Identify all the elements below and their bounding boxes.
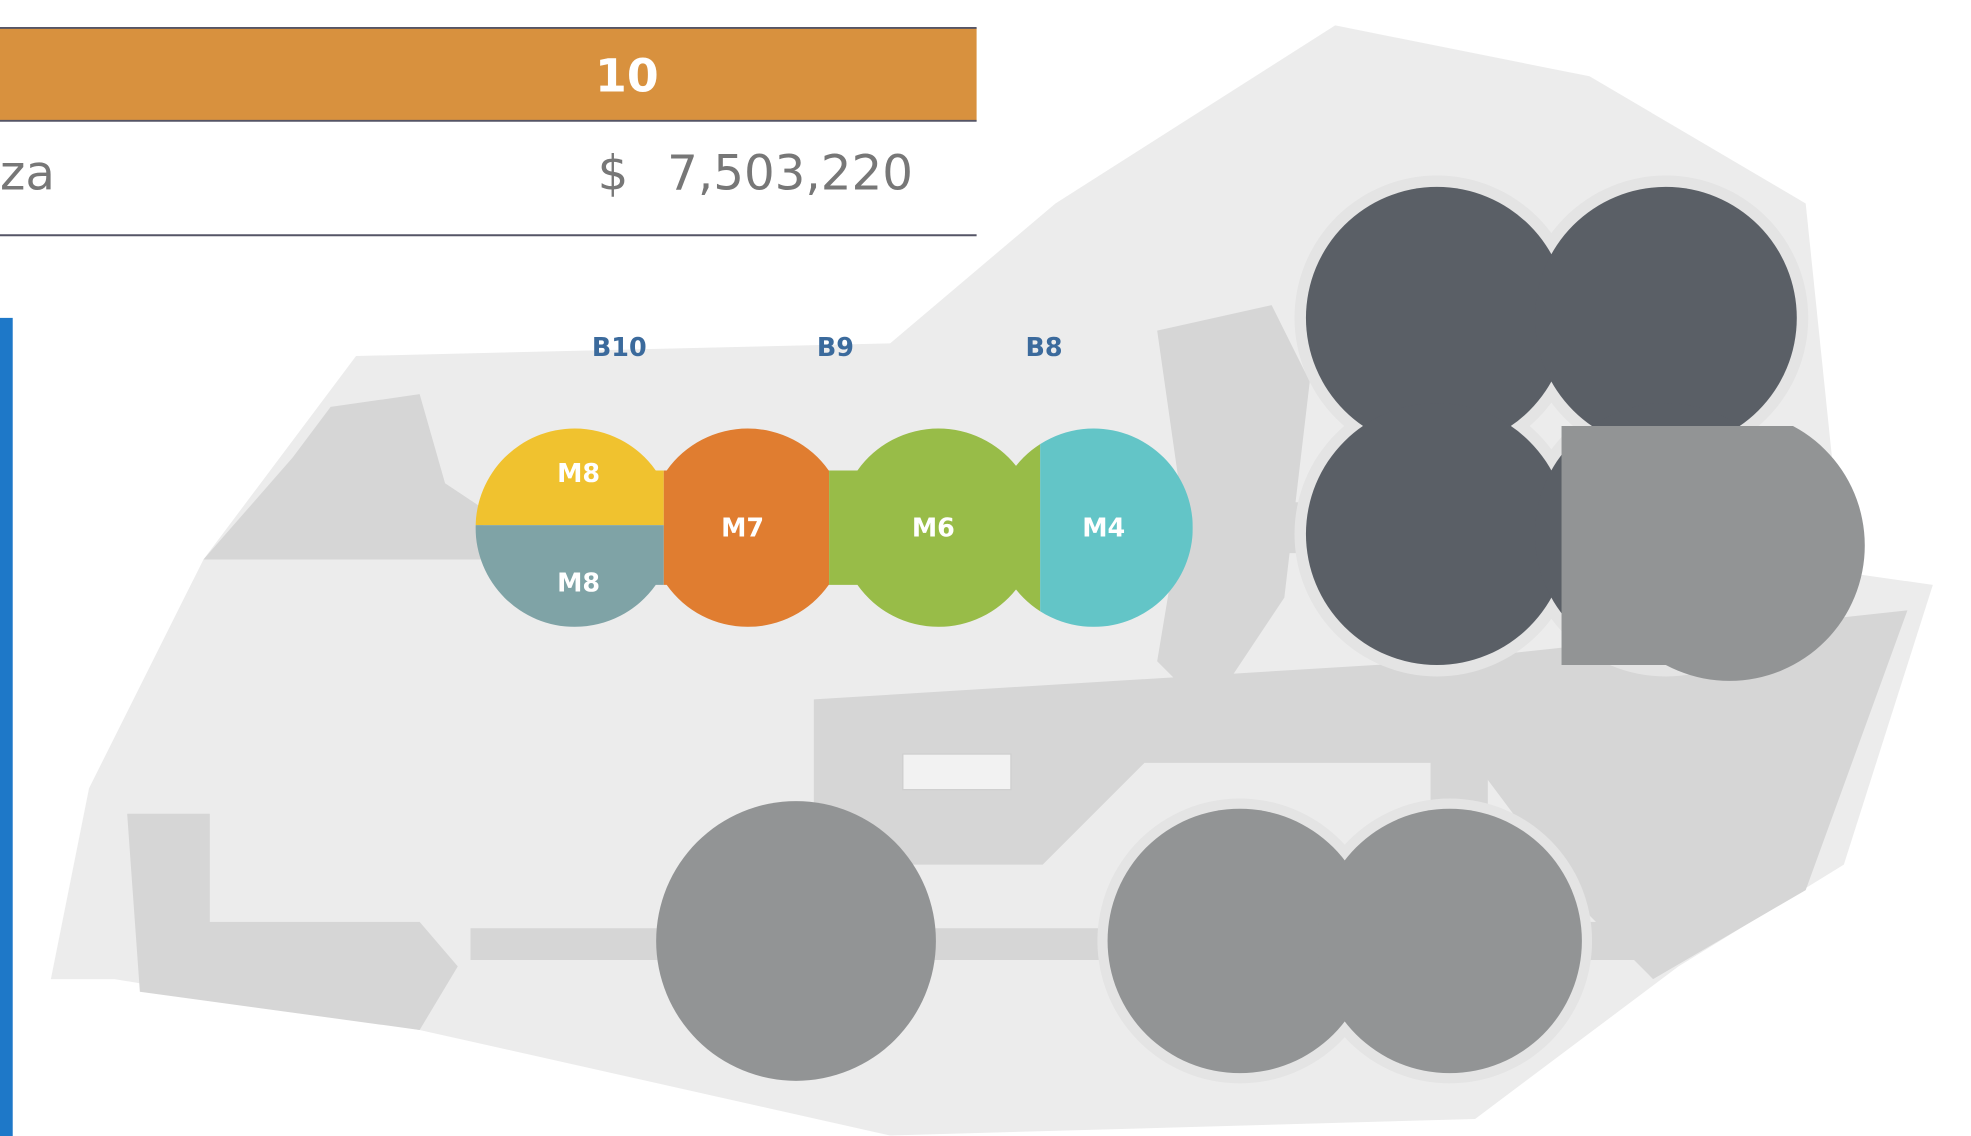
module-label: M6 [912,513,955,543]
module-label: M7 [721,513,764,543]
building-label: B10 [592,332,647,362]
side-image [0,318,13,1136]
floor-map [51,25,1933,1135]
header-row [0,28,977,121]
amount: 7,503,220 [667,145,913,201]
building-label: B9 [817,332,854,362]
currency: $ [598,145,629,201]
page: 10 za $ 7,503,220 B10 B9 [0,0,1971,1136]
row-label: za [0,145,55,201]
module-label: M4 [1082,513,1125,543]
header-value: 10 [595,50,659,103]
building-label: B8 [1025,332,1062,362]
module-label: M8 [557,567,600,597]
module-label: M8 [557,458,600,488]
screen: 10 za $ 7,503,220 B10 B9 [0,0,1971,1136]
